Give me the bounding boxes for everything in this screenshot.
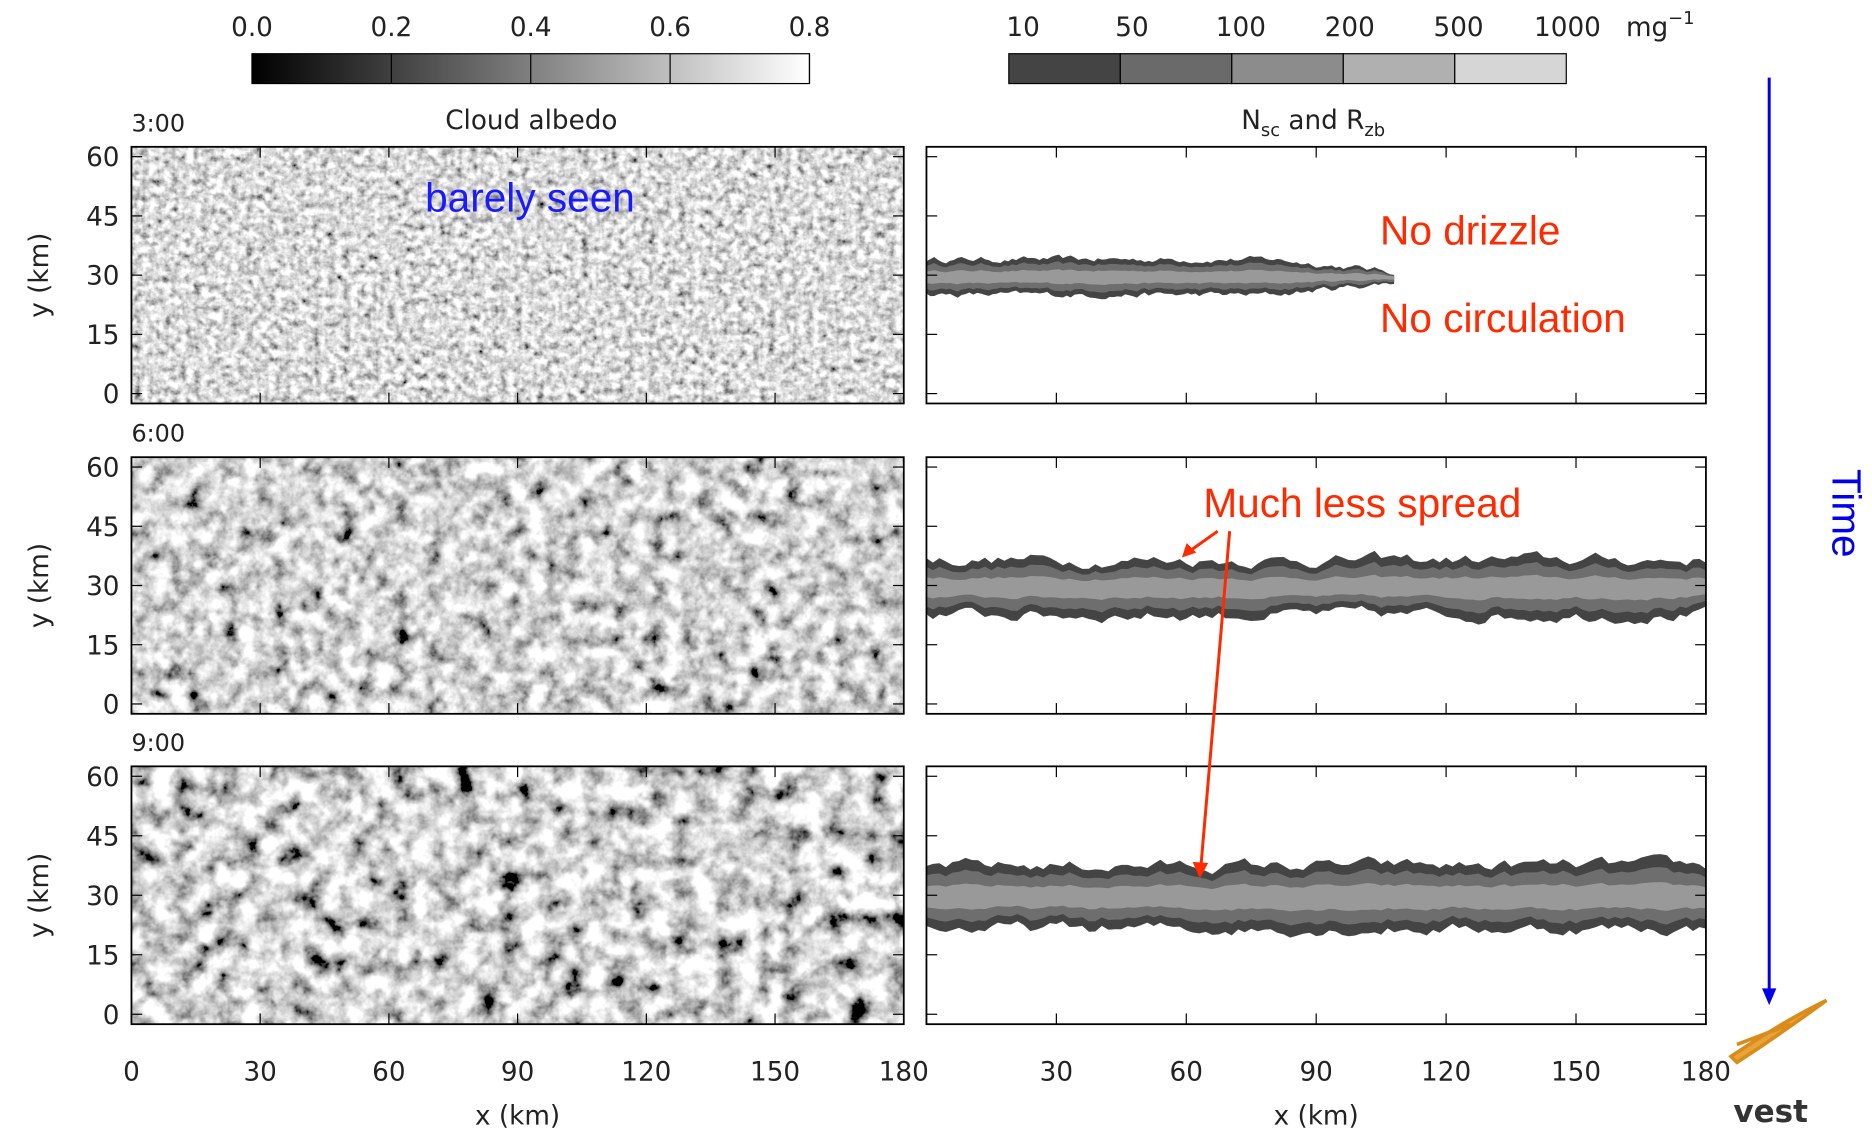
pointer-arrowhead: [1181, 543, 1197, 558]
panel-title: Cloud albedo: [445, 106, 617, 136]
x-tick-label: 90: [501, 1057, 534, 1087]
drizzle-band: [926, 882, 1706, 912]
x-tick-label: 30: [243, 1057, 276, 1087]
annotation: barely seen: [425, 174, 635, 220]
pointer-arrow: [1188, 529, 1219, 553]
x-tick-label: 30: [1040, 1057, 1073, 1087]
y-tick-label: 15: [86, 941, 119, 971]
time-label: 9:00: [131, 729, 185, 757]
x-tick-label: 150: [750, 1057, 800, 1087]
y-axis-label: y (km): [25, 853, 55, 938]
annotation: No drizzle: [1380, 208, 1560, 254]
pointer-arrow: [1199, 531, 1232, 866]
y-tick-label: 60: [86, 143, 119, 173]
y-tick-label: 0: [103, 380, 120, 410]
annotation: No circulation: [1380, 295, 1626, 341]
y-tick-label: 0: [103, 691, 120, 721]
colorbar-tick-label: 200: [1325, 13, 1375, 43]
time-label: 6:00: [131, 420, 185, 448]
x-tick-label: 60: [372, 1057, 405, 1087]
y-tick-label: 30: [86, 572, 119, 602]
colorbar-tick-label: 1000: [1534, 13, 1601, 43]
colorbar-tick-label: 0.0: [231, 13, 273, 43]
colorbar-segment: [1008, 53, 1121, 85]
albedo-field: [131, 766, 904, 1025]
time-arrowhead: [1762, 988, 1777, 1006]
colorbar-tick-label: 0.8: [789, 13, 831, 43]
y-tick-label: 60: [86, 454, 119, 484]
logo-text: vest: [1733, 1094, 1808, 1130]
x-tick-label: 60: [1170, 1057, 1203, 1087]
y-tick-label: 0: [103, 1001, 120, 1031]
x-tick-label: 150: [1551, 1057, 1601, 1087]
y-tick-label: 30: [86, 882, 119, 912]
x-axis-label: x (km): [1274, 1101, 1359, 1131]
y-tick-label: 15: [86, 321, 119, 351]
drizzle-band: [926, 574, 1706, 601]
x-tick-label: 90: [1299, 1057, 1332, 1087]
y-axis-label: y (km): [25, 233, 55, 318]
colorbar-segment: [1231, 53, 1344, 85]
x-tick-label: 180: [879, 1057, 929, 1087]
colorbar-tick-label: 0.4: [510, 13, 552, 43]
colorbar-tick-label: 0.2: [371, 13, 413, 43]
colorbar-segment: [1454, 53, 1567, 85]
time-label: Time: [1823, 469, 1869, 558]
pointer-arrowhead: [1192, 861, 1209, 879]
x-tick-label: 120: [1421, 1057, 1471, 1087]
colorbar-segment: [1119, 53, 1233, 85]
y-tick-label: 45: [86, 513, 119, 543]
panel-title: Nsc and Rzb: [1241, 106, 1385, 141]
y-tick-label: 60: [86, 763, 119, 793]
annotation: Much less spread: [1203, 480, 1521, 526]
y-tick-label: 15: [86, 631, 119, 661]
colorbar-tick-label: 0.6: [649, 13, 691, 43]
albedo-field: [131, 457, 904, 714]
albedo-field: [131, 146, 904, 404]
colorbar-tick-label: 100: [1216, 13, 1266, 43]
colorbar-tick-label: 10: [1006, 13, 1039, 43]
y-tick-label: 30: [86, 262, 119, 292]
x-tick-label: 0: [123, 1057, 140, 1087]
y-tick-label: 45: [86, 822, 119, 852]
y-tick-label: 45: [86, 202, 119, 232]
colorbar-segment: [1342, 53, 1456, 85]
colorbar-tick-label: 50: [1115, 13, 1148, 43]
x-tick-label: 120: [621, 1057, 671, 1087]
time-label: 3:00: [131, 109, 185, 137]
y-axis-label: y (km): [25, 543, 55, 628]
logo-swoosh: [1728, 998, 1828, 1065]
x-tick-label: 180: [1681, 1057, 1731, 1087]
colorbar-unit: mg−1: [1626, 8, 1695, 43]
x-axis-label: x (km): [475, 1101, 560, 1131]
drizzle-band: [926, 269, 1395, 285]
colorbar-tick-label: 500: [1434, 13, 1484, 43]
